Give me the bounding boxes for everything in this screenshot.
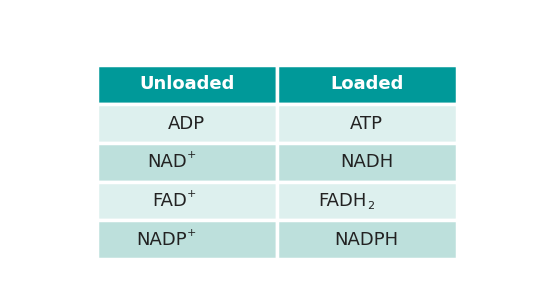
FancyBboxPatch shape: [277, 220, 457, 259]
FancyBboxPatch shape: [277, 143, 457, 181]
FancyBboxPatch shape: [277, 181, 457, 220]
FancyBboxPatch shape: [97, 104, 277, 143]
Text: NAD: NAD: [147, 153, 187, 171]
Text: NADP: NADP: [136, 230, 187, 249]
Text: ATP: ATP: [350, 115, 383, 133]
Text: +: +: [187, 150, 196, 161]
Text: NADH: NADH: [340, 153, 393, 171]
Text: Unloaded: Unloaded: [139, 75, 234, 94]
FancyBboxPatch shape: [97, 64, 277, 104]
Text: +: +: [187, 189, 196, 199]
Text: FAD: FAD: [152, 192, 187, 210]
FancyBboxPatch shape: [277, 64, 457, 104]
Text: NADPH: NADPH: [335, 230, 399, 249]
Text: ADP: ADP: [168, 115, 205, 133]
FancyBboxPatch shape: [97, 181, 277, 220]
Text: 2: 2: [367, 201, 374, 211]
Text: +: +: [187, 228, 196, 238]
FancyBboxPatch shape: [277, 104, 457, 143]
FancyBboxPatch shape: [97, 143, 277, 181]
FancyBboxPatch shape: [97, 220, 277, 259]
Text: Loaded: Loaded: [330, 75, 403, 94]
Text: FADH: FADH: [319, 192, 367, 210]
